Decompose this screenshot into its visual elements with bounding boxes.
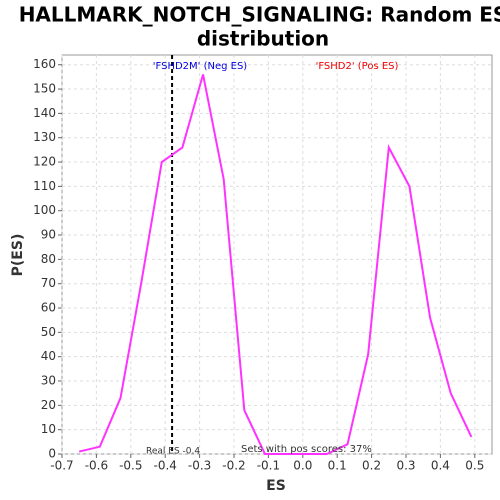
y-tick-label: 30 bbox=[41, 374, 56, 388]
line bbox=[78, 74, 473, 455]
x-tick-label: 0.5 bbox=[465, 459, 484, 473]
x-tick-label: -0.6 bbox=[85, 459, 108, 473]
x-tick-label: 0.3 bbox=[396, 459, 415, 473]
y-tick-label: 150 bbox=[33, 82, 56, 96]
chart-title: HALLMARK_NOTCH_SIGNALING: Random ES bbox=[19, 3, 500, 27]
chart-title: distribution bbox=[197, 27, 329, 51]
x-tick-label: -0.1 bbox=[257, 459, 280, 473]
annotation: 'FSHD2' (Pos ES) bbox=[316, 61, 399, 72]
annotation: Sets with pos scores: 37% bbox=[241, 444, 372, 455]
y-tick-label: 10 bbox=[41, 422, 56, 436]
y-tick-label: 50 bbox=[41, 325, 56, 339]
x-tick-label: 0.2 bbox=[362, 459, 381, 473]
y-tick-label: 120 bbox=[33, 155, 56, 169]
plot-area bbox=[61, 54, 493, 455]
y-tick-label: 90 bbox=[41, 228, 56, 242]
y-tick-label: 60 bbox=[41, 301, 56, 315]
y-tick-label: 80 bbox=[41, 252, 56, 266]
x-tick-label: 0.0 bbox=[293, 459, 312, 473]
x-tick-label: -0.4 bbox=[153, 459, 176, 473]
y-tick-label: 110 bbox=[33, 179, 56, 193]
x-tick-label: -0.3 bbox=[188, 459, 211, 473]
x-tick-label: 0.1 bbox=[328, 459, 347, 473]
y-tick-label: 40 bbox=[41, 349, 56, 363]
x-tick-label: -0.2 bbox=[222, 459, 245, 473]
y-tick-label: 140 bbox=[33, 106, 56, 120]
y-tick-label: 160 bbox=[33, 57, 56, 71]
x-axis-label: ES bbox=[266, 478, 286, 494]
x-tick-label: -0.7 bbox=[50, 459, 73, 473]
annotation: 'FSHD2M' (Neg ES) bbox=[153, 61, 248, 72]
x-tick-label: 0.4 bbox=[431, 459, 450, 473]
annotation: Real ES -0.4 bbox=[146, 447, 200, 457]
x-tick-label: -0.5 bbox=[119, 459, 142, 473]
y-tick-label: 130 bbox=[33, 130, 56, 144]
y-tick-label: 0 bbox=[48, 447, 56, 461]
y-tick-label: 70 bbox=[41, 276, 56, 290]
y-tick-label: 100 bbox=[33, 203, 56, 217]
y-tick-label: 20 bbox=[41, 398, 56, 412]
y-axis-label: P(ES) bbox=[10, 234, 26, 277]
